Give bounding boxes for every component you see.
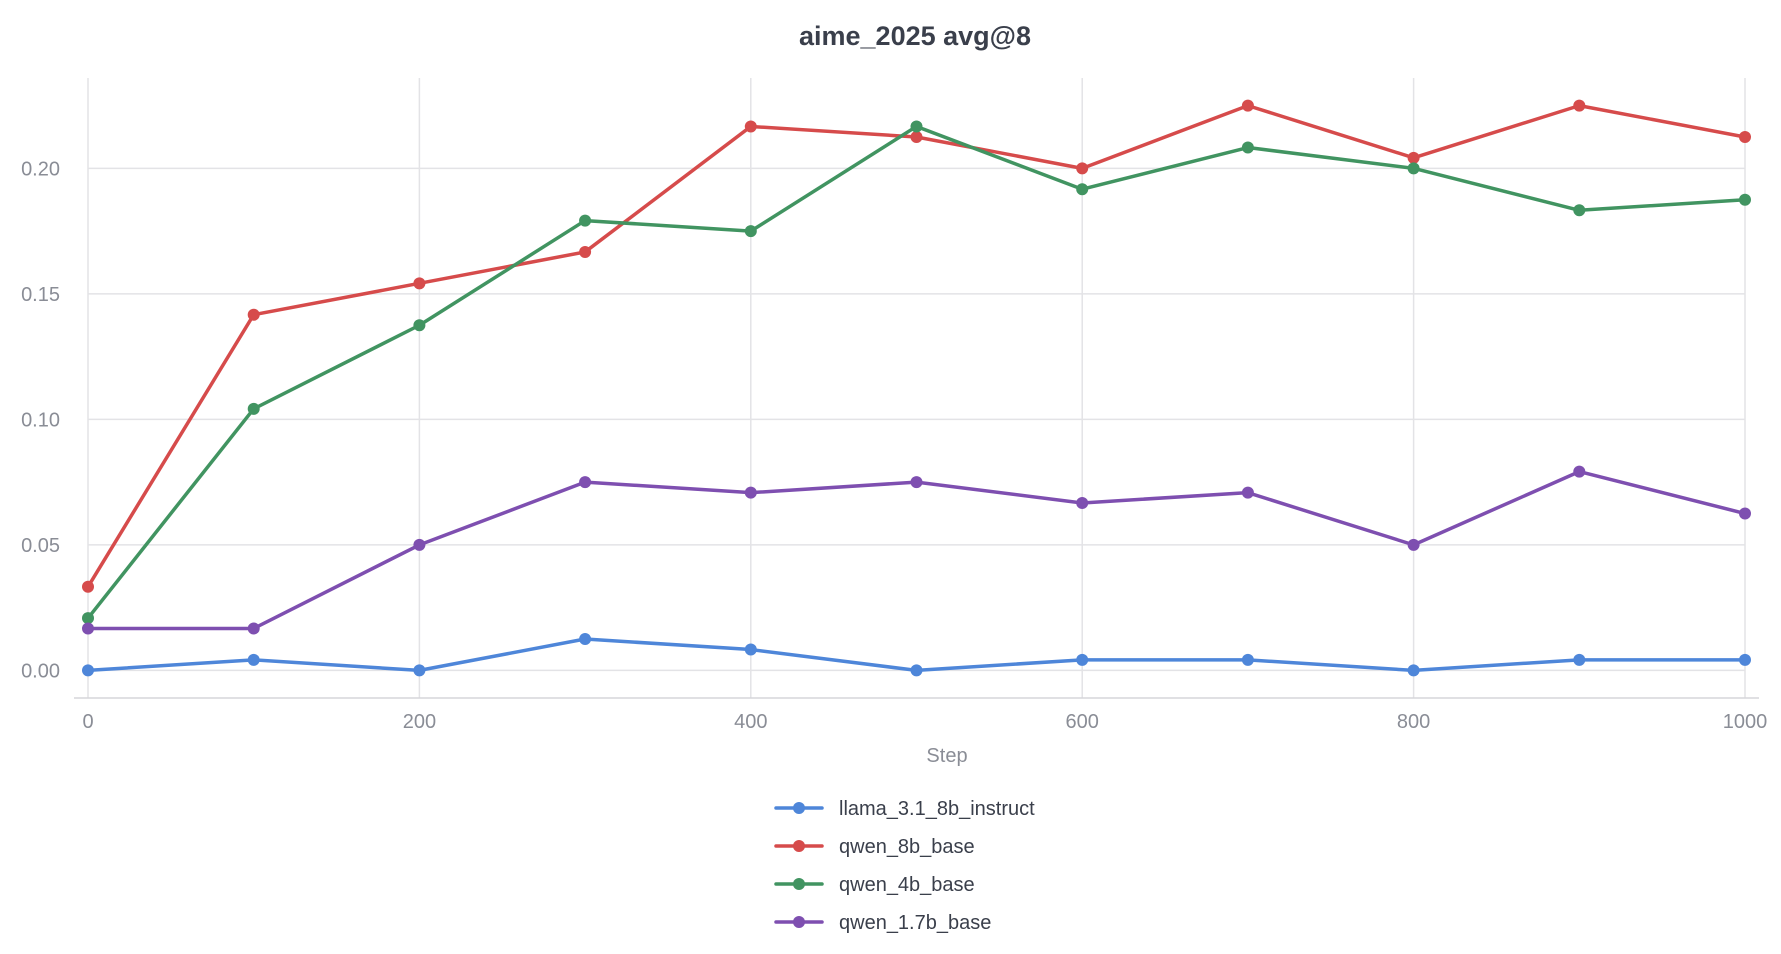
series-lines [82, 99, 1751, 677]
data-point[interactable] [910, 120, 923, 133]
legend-item[interactable]: llama_3.1_8b_instruct [774, 798, 1035, 820]
data-point[interactable] [744, 643, 757, 656]
axes: 0 200 400 600 800 1000 0.00 0.05 0.10 0.15 0.20 [21, 158, 1767, 733]
x-tick-label: 0 [82, 711, 93, 733]
x-tick-label: 400 [734, 711, 767, 733]
series-line [86, 469, 1747, 631]
data-point[interactable] [744, 120, 757, 133]
data-point[interactable] [1739, 653, 1751, 666]
data-point[interactable] [1573, 204, 1586, 217]
data-point[interactable] [1407, 538, 1420, 551]
data-point[interactable] [1241, 141, 1254, 154]
data-point[interactable] [413, 538, 426, 551]
data-point[interactable] [413, 277, 426, 290]
data-point[interactable] [910, 476, 923, 489]
series-llama-3-1-8b-instruct [82, 633, 1751, 677]
data-point[interactable] [744, 225, 757, 238]
data-point[interactable] [579, 245, 592, 258]
data-point[interactable] [1241, 653, 1254, 666]
x-tick-label: 600 [1066, 711, 1099, 733]
x-axis-label: Step [926, 745, 967, 767]
data-point[interactable] [1241, 486, 1254, 499]
data-point[interactable] [247, 402, 260, 415]
x-tick-label: 1000 [1723, 711, 1768, 733]
series-qwen-4b-base [82, 120, 1751, 625]
legend-label: llama_3.1_8b_instruct [839, 798, 1035, 820]
series-qwen-8b-base [82, 99, 1751, 593]
y-tick-label: 0.10 [21, 409, 60, 431]
legend-swatch-marker [793, 802, 805, 814]
y-tick-label: 0.00 [21, 660, 60, 682]
data-point[interactable] [1076, 653, 1089, 666]
data-point[interactable] [1241, 99, 1254, 112]
data-point[interactable] [247, 622, 260, 635]
legend-item[interactable]: qwen_4b_base [774, 874, 975, 896]
data-point[interactable] [1573, 653, 1586, 666]
legend-label: qwen_1.7b_base [839, 912, 991, 934]
series-qwen-1-7b-base [82, 465, 1751, 635]
data-point[interactable] [1407, 162, 1420, 175]
legend-label: qwen_4b_base [839, 874, 975, 896]
data-point[interactable] [82, 612, 94, 625]
data-point[interactable] [744, 486, 757, 499]
legend-item[interactable]: qwen_1.7b_base [774, 912, 991, 934]
data-point[interactable] [579, 476, 592, 489]
y-tick-label: 0.15 [21, 284, 60, 306]
legend-item[interactable]: qwen_8b_base [774, 836, 975, 858]
data-point[interactable] [82, 622, 94, 635]
data-point[interactable] [1076, 162, 1089, 175]
data-point[interactable] [579, 214, 592, 227]
data-point[interactable] [910, 130, 923, 143]
y-tick-label: 0.05 [21, 535, 60, 557]
x-tick-label: 200 [403, 711, 436, 733]
data-point[interactable] [247, 653, 260, 666]
x-tick-label: 800 [1397, 711, 1430, 733]
data-point[interactable] [1076, 183, 1089, 196]
data-point[interactable] [1407, 151, 1420, 164]
legend[interactable]: llama_3.1_8b_instruct qwen_8b_base qwen_4b… [774, 798, 1035, 934]
data-point[interactable] [413, 664, 426, 677]
grid [87, 78, 1746, 698]
data-point[interactable] [579, 633, 592, 646]
data-point[interactable] [247, 308, 260, 321]
data-point[interactable] [1076, 496, 1089, 509]
legend-swatch-marker [793, 840, 805, 852]
data-point[interactable] [82, 664, 94, 677]
data-point[interactable] [1739, 507, 1751, 520]
legend-label: qwen_8b_base [839, 836, 975, 858]
series-line [86, 103, 1747, 589]
data-point[interactable] [910, 664, 923, 677]
data-point[interactable] [1573, 99, 1586, 112]
data-point[interactable] [1739, 193, 1751, 206]
y-tick-label: 0.20 [21, 158, 60, 180]
legend-swatch-marker [793, 878, 805, 890]
legend-swatch-marker [793, 916, 805, 928]
data-point[interactable] [1407, 664, 1420, 677]
data-point[interactable] [82, 580, 94, 593]
data-point[interactable] [413, 319, 426, 332]
data-point[interactable] [1739, 130, 1751, 143]
data-point[interactable] [1573, 465, 1586, 478]
chart-title: aime_2025 avg@8 [799, 21, 1031, 51]
